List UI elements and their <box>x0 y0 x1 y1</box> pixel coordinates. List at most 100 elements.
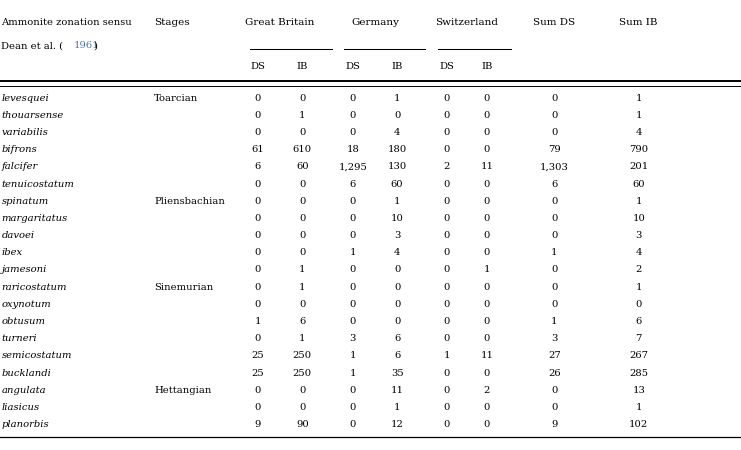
Text: 0: 0 <box>484 128 490 137</box>
Text: 0: 0 <box>551 197 557 206</box>
Text: 0: 0 <box>444 145 450 154</box>
Text: 6: 6 <box>394 334 400 343</box>
Text: 0: 0 <box>444 248 450 257</box>
Text: 0: 0 <box>255 403 261 412</box>
Text: variabilis: variabilis <box>1 128 48 137</box>
Text: 27: 27 <box>548 351 561 360</box>
Text: 0: 0 <box>551 94 557 103</box>
Text: 180: 180 <box>388 145 407 154</box>
Text: 1: 1 <box>299 266 305 274</box>
Text: 0: 0 <box>350 266 356 274</box>
Text: falcifer: falcifer <box>1 162 38 171</box>
Text: 90: 90 <box>296 420 309 429</box>
Text: 0: 0 <box>299 248 305 257</box>
Text: 0: 0 <box>299 180 305 189</box>
Text: 0: 0 <box>299 128 305 137</box>
Text: 0: 0 <box>484 300 490 309</box>
Text: 1: 1 <box>299 283 305 292</box>
Text: 0: 0 <box>394 283 400 292</box>
Text: 1: 1 <box>299 334 305 343</box>
Text: 0: 0 <box>394 111 400 120</box>
Text: 0: 0 <box>551 214 557 223</box>
Text: thouarsense: thouarsense <box>1 111 64 120</box>
Text: 11: 11 <box>480 351 494 360</box>
Text: 1,303: 1,303 <box>540 162 568 171</box>
Text: 0: 0 <box>350 420 356 429</box>
Text: 4: 4 <box>636 128 642 137</box>
Text: 0: 0 <box>350 283 356 292</box>
Text: 0: 0 <box>350 128 356 137</box>
Text: 790: 790 <box>629 145 648 154</box>
Text: 0: 0 <box>299 94 305 103</box>
Text: 6: 6 <box>350 180 356 189</box>
Text: 0: 0 <box>484 334 490 343</box>
Text: 0: 0 <box>484 420 490 429</box>
Text: 0: 0 <box>350 317 356 326</box>
Text: 0: 0 <box>484 231 490 240</box>
Text: 0: 0 <box>444 214 450 223</box>
Text: 1: 1 <box>255 317 261 326</box>
Text: 0: 0 <box>551 266 557 274</box>
Text: 3: 3 <box>394 231 400 240</box>
Text: 1961: 1961 <box>74 41 100 50</box>
Text: 6: 6 <box>394 351 400 360</box>
Text: Ammonite zonation sensu: Ammonite zonation sensu <box>1 18 132 27</box>
Text: 0: 0 <box>350 197 356 206</box>
Text: 0: 0 <box>299 386 305 395</box>
Text: 0: 0 <box>484 248 490 257</box>
Text: semicostatum: semicostatum <box>1 351 72 360</box>
Text: 4: 4 <box>394 248 400 257</box>
Text: 0: 0 <box>484 94 490 103</box>
Text: jamesoni: jamesoni <box>1 266 47 274</box>
Text: 4: 4 <box>394 128 400 137</box>
Text: 0: 0 <box>255 283 261 292</box>
Text: 2: 2 <box>484 386 490 395</box>
Text: 1: 1 <box>350 369 356 378</box>
Text: 3: 3 <box>636 231 642 240</box>
Text: Hettangian: Hettangian <box>154 386 211 395</box>
Text: 1: 1 <box>299 111 305 120</box>
Text: 0: 0 <box>350 231 356 240</box>
Text: 0: 0 <box>394 300 400 309</box>
Text: 0: 0 <box>444 369 450 378</box>
Text: 0: 0 <box>444 420 450 429</box>
Text: IB: IB <box>391 62 403 71</box>
Text: 0: 0 <box>299 197 305 206</box>
Text: 0: 0 <box>444 334 450 343</box>
Text: 0: 0 <box>636 300 642 309</box>
Text: 0: 0 <box>255 128 261 137</box>
Text: 0: 0 <box>394 317 400 326</box>
Text: 0: 0 <box>551 300 557 309</box>
Text: 6: 6 <box>551 180 557 189</box>
Text: Sinemurian: Sinemurian <box>154 283 213 292</box>
Text: 0: 0 <box>255 197 261 206</box>
Text: 9: 9 <box>255 420 261 429</box>
Text: Switzerland: Switzerland <box>435 18 499 27</box>
Text: 0: 0 <box>484 369 490 378</box>
Text: 0: 0 <box>299 214 305 223</box>
Text: 0: 0 <box>255 231 261 240</box>
Text: 60: 60 <box>632 180 645 189</box>
Text: 1: 1 <box>394 403 400 412</box>
Text: 0: 0 <box>350 403 356 412</box>
Text: 0: 0 <box>255 180 261 189</box>
Text: 0: 0 <box>551 231 557 240</box>
Text: spinatum: spinatum <box>1 197 49 206</box>
Text: 0: 0 <box>444 94 450 103</box>
Text: 0: 0 <box>444 300 450 309</box>
Text: 0: 0 <box>255 248 261 257</box>
Text: 610: 610 <box>293 145 312 154</box>
Text: 0: 0 <box>484 283 490 292</box>
Text: 0: 0 <box>444 180 450 189</box>
Text: 0: 0 <box>444 266 450 274</box>
Text: 9: 9 <box>551 420 557 429</box>
Text: 0: 0 <box>484 403 490 412</box>
Text: bucklandi: bucklandi <box>1 369 51 378</box>
Text: 1,295: 1,295 <box>339 162 367 171</box>
Text: 25: 25 <box>251 369 265 378</box>
Text: 1: 1 <box>394 197 400 206</box>
Text: 1: 1 <box>444 351 450 360</box>
Text: 285: 285 <box>629 369 648 378</box>
Text: 250: 250 <box>293 351 312 360</box>
Text: Pliensbachian: Pliensbachian <box>154 197 225 206</box>
